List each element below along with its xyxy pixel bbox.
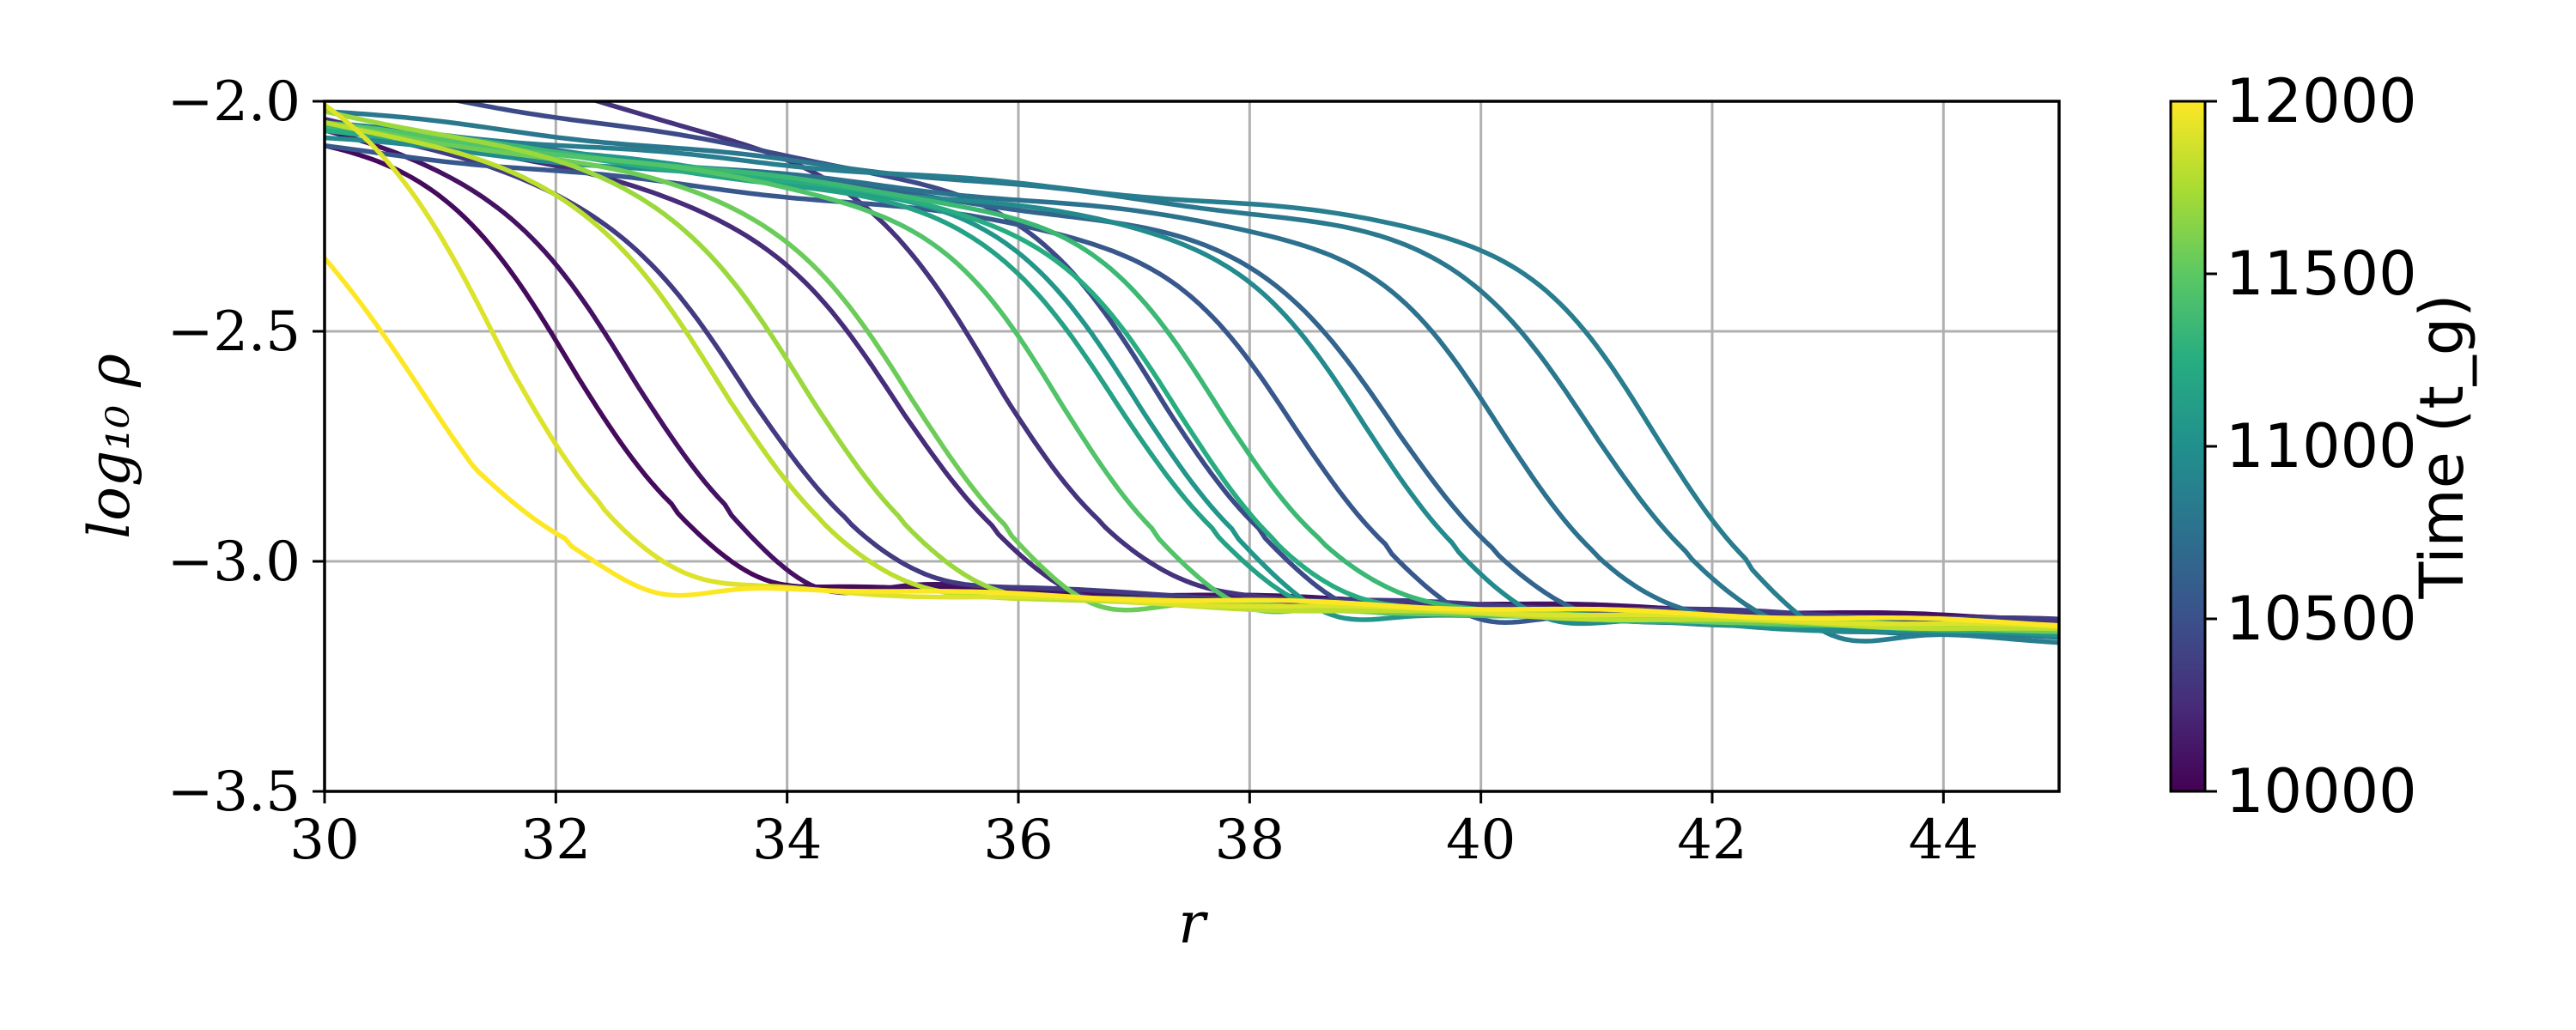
x-tick-label: 30 [289, 809, 359, 872]
x-tick-label: 38 [1215, 809, 1285, 872]
colorbar [2169, 100, 2207, 793]
x-axis-label: r [1178, 890, 1208, 956]
series-line-10 [325, 120, 2059, 645]
series-line-9 [325, 108, 2059, 640]
colorbar-tick-label: 10000 [2226, 756, 2417, 827]
y-tick-label: −3.5 [167, 760, 301, 824]
colorbar-tick-label: 11500 [2226, 239, 2417, 309]
x-tick-label: 34 [752, 809, 822, 872]
colorbar-tick-label: 10500 [2226, 584, 2417, 654]
series-line-2 [325, 117, 2059, 629]
y-tick-label: −2.0 [167, 70, 301, 134]
y-axis: −3.5 −3.0 −2.5 −2.0 [167, 70, 325, 824]
y-axis-label: log₁₀ ρ [76, 354, 143, 539]
x-tick-label: 36 [983, 809, 1053, 872]
colorbar-label: Time (t_g) [2407, 294, 2477, 599]
x-tick-label: 32 [521, 809, 591, 872]
colorbar-tick-label: 11000 [2226, 411, 2417, 482]
series-line-4 [325, 124, 2059, 621]
series-group [325, 101, 2059, 645]
series-line-21 [325, 256, 2059, 628]
colorbar-ticks: 10000 10500 11000 11500 12000 [2205, 66, 2417, 827]
x-tick-label: 44 [1909, 809, 1978, 872]
x-tick-label: 40 [1446, 809, 1516, 872]
x-tick-label: 42 [1677, 809, 1747, 872]
y-tick-label: −3.0 [167, 530, 301, 594]
plot-frame [323, 100, 2061, 793]
colorbar-tick-label: 12000 [2226, 66, 2417, 136]
series-line-1 [325, 128, 2059, 624]
x-axis: 30 32 34 36 38 40 42 44 [289, 791, 1978, 872]
y-tick-label: −2.5 [167, 300, 301, 364]
